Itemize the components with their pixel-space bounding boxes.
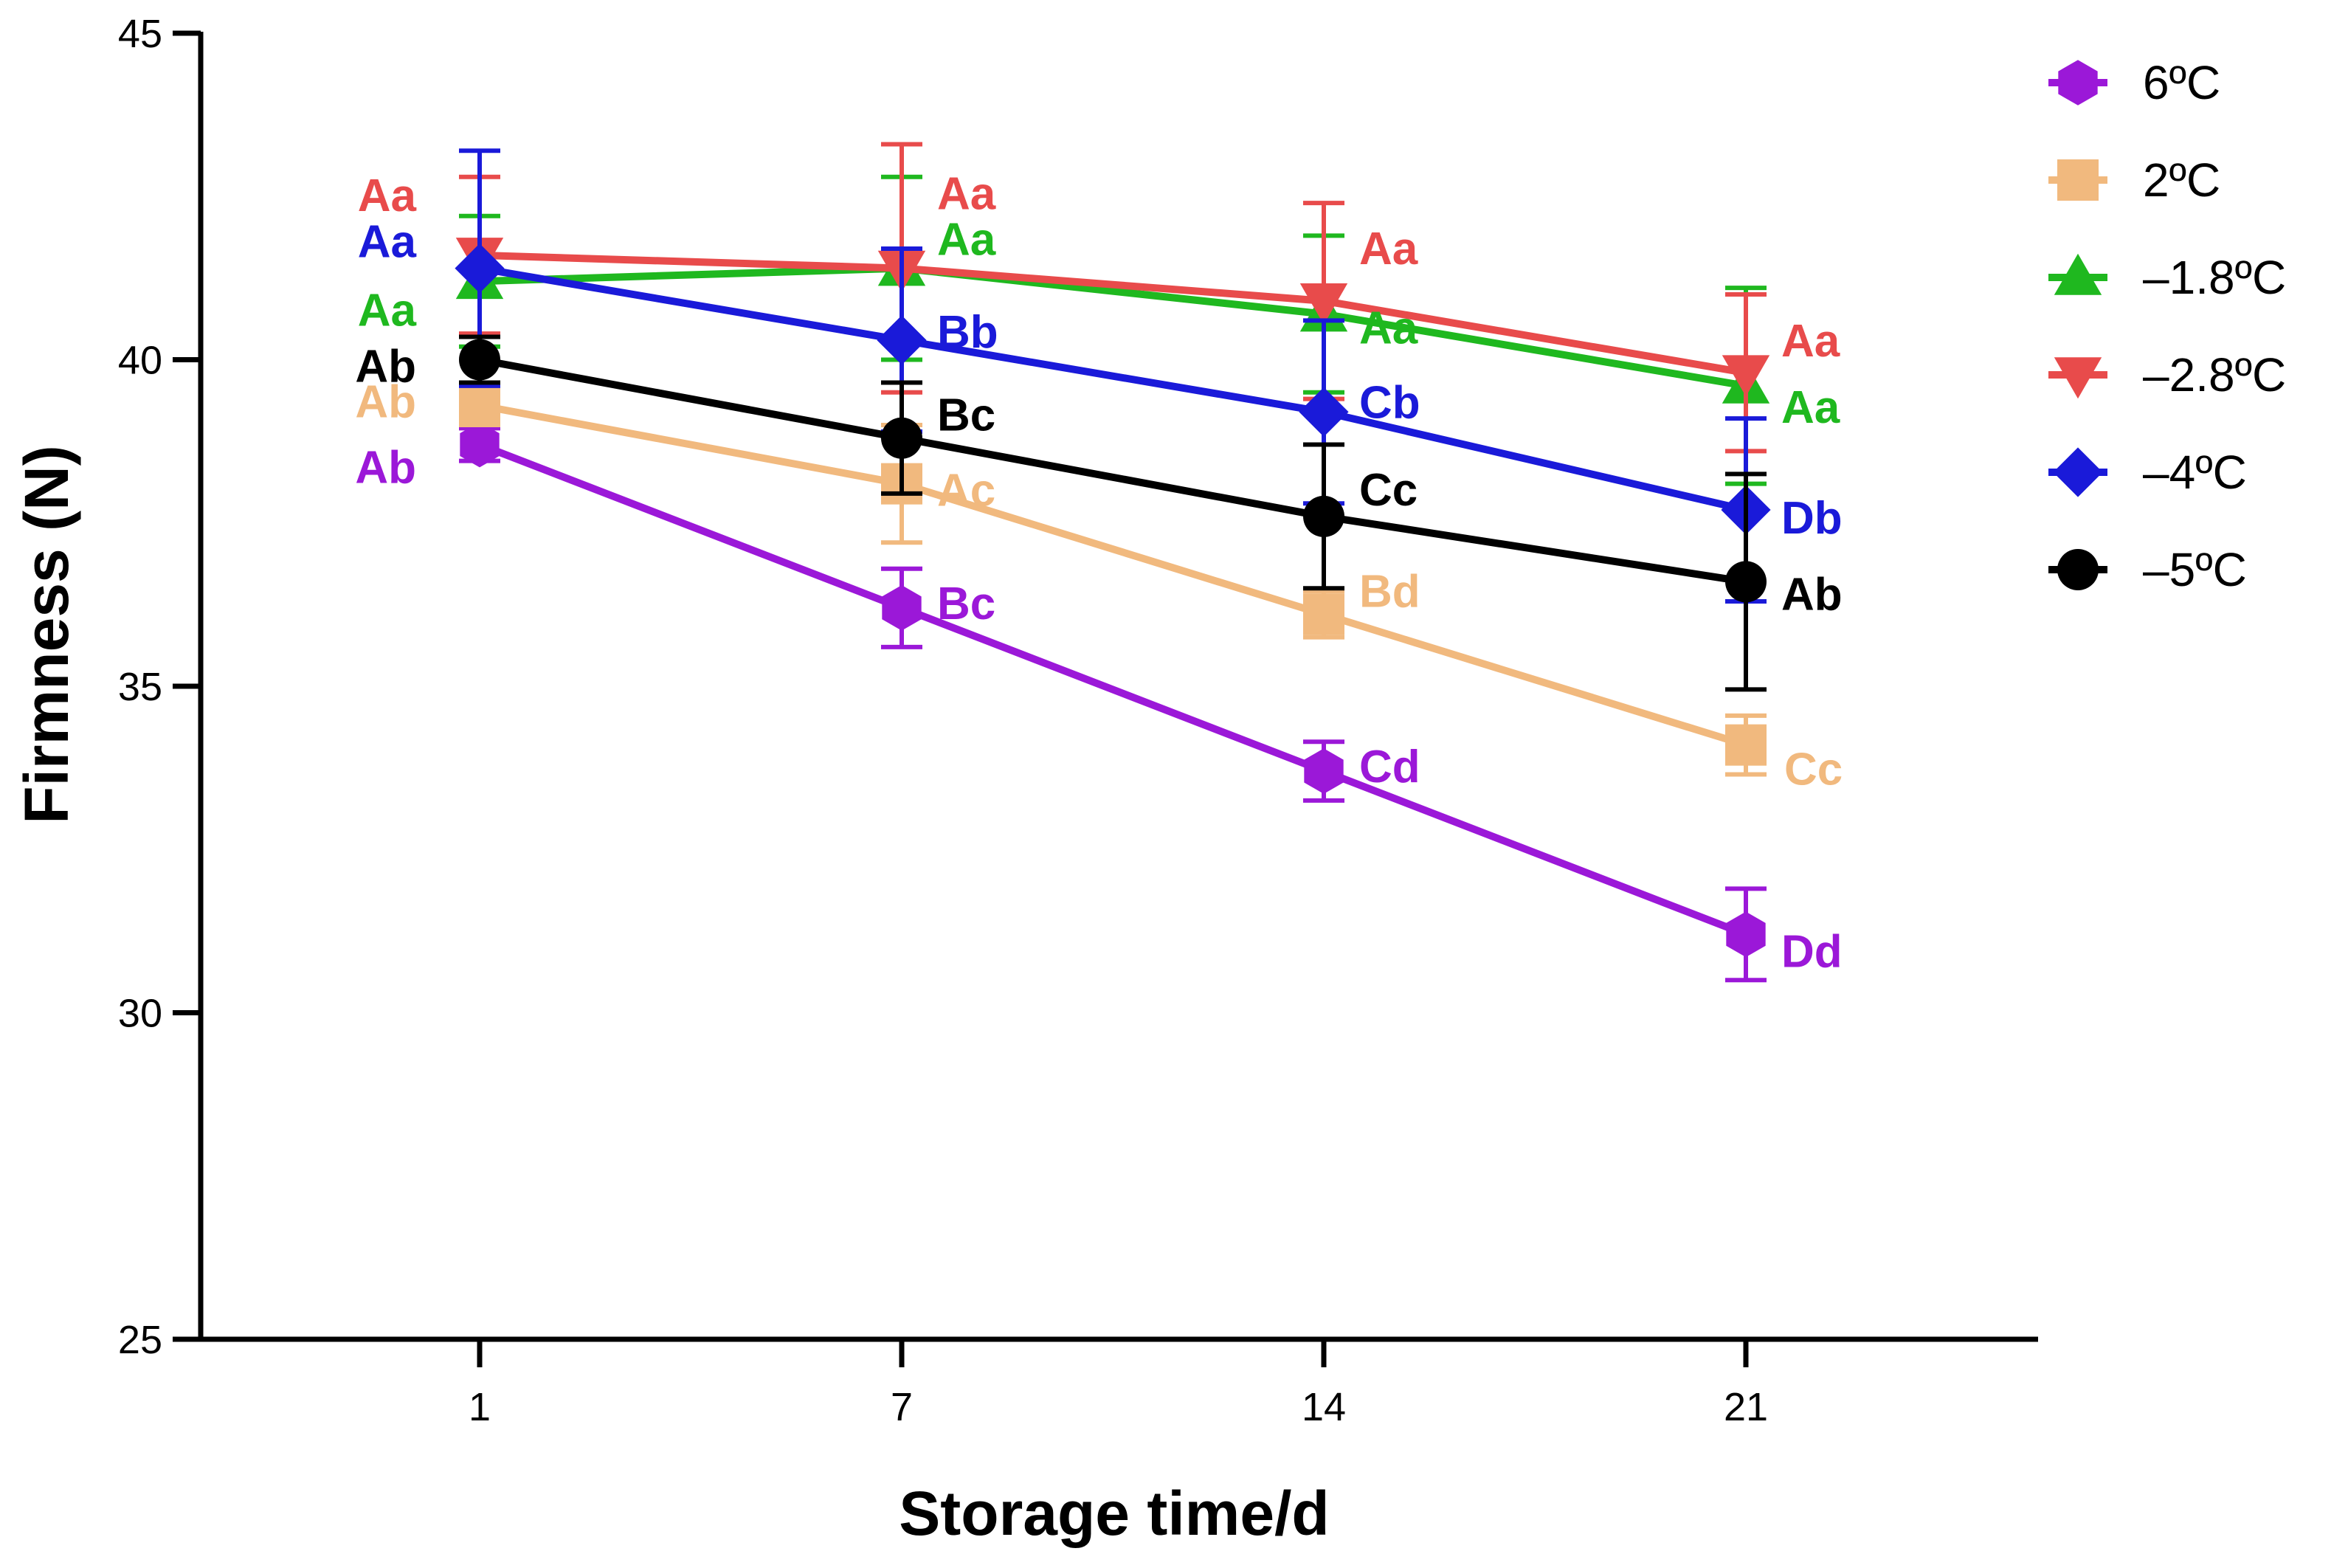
data-point	[1725, 561, 1767, 603]
point-label: Aa	[1359, 224, 1418, 274]
point-label: Ab	[355, 376, 416, 427]
point-label: Cb	[1359, 377, 1420, 428]
data-point	[881, 417, 922, 459]
legend-marker	[2054, 357, 2102, 399]
series-line	[479, 264, 1747, 514]
y-tick-label: 45	[118, 12, 162, 56]
x-axis-title: Storage time/d	[899, 1479, 1329, 1548]
point-label: Cc	[1359, 465, 1418, 516]
y-tick-label: 35	[118, 665, 162, 709]
point-label: Aa	[1781, 382, 1840, 433]
point-label: Ac	[937, 466, 995, 517]
series-layer	[455, 142, 1771, 983]
point-label: Ab	[1781, 569, 1843, 620]
point-label: Aa	[358, 170, 417, 221]
data-point	[1304, 748, 1344, 794]
data-point	[459, 384, 500, 426]
data-point	[1726, 911, 1766, 958]
legend-marker	[2057, 159, 2099, 201]
x-tick-label: 1	[469, 1385, 491, 1429]
series-line	[479, 356, 1747, 586]
series-line	[479, 264, 1747, 390]
data-point	[1299, 283, 1348, 325]
axes: 25 30 35 40 45 1 7 14 21	[118, 12, 2038, 1429]
series-0	[459, 421, 1767, 983]
y-tick-label: 30	[118, 992, 162, 1036]
point-label: Ab	[355, 443, 416, 494]
legend-label: –2.8ºC	[2143, 348, 2286, 401]
data-point	[459, 339, 500, 381]
point-label: Bc	[937, 578, 995, 629]
legend-marker	[2057, 549, 2099, 590]
point-label: Cc	[1784, 745, 1843, 795]
series-5	[459, 334, 1767, 692]
point-label: Aa	[358, 217, 417, 268]
series-line	[478, 441, 1747, 938]
data-point	[460, 421, 500, 468]
data-point	[1303, 593, 1344, 635]
legend-item: –5ºC	[2048, 543, 2247, 596]
legend-label: 6ºC	[2143, 56, 2220, 109]
legend-item: 6ºC	[2048, 56, 2220, 109]
series-line	[479, 401, 1747, 749]
legend-label: –4ºC	[2143, 446, 2247, 499]
x-tick-label: 14	[1302, 1385, 1346, 1429]
y-tick-label: 40	[118, 339, 162, 383]
legend-item: –1.8ºC	[2048, 251, 2286, 304]
x-tick-label: 21	[1724, 1385, 1768, 1429]
point-label: Aa	[937, 169, 996, 220]
point-label: Ab	[355, 342, 416, 393]
y-axis-title: Firmness (N)	[12, 445, 81, 823]
data-point	[1722, 355, 1770, 397]
series-line	[479, 251, 1747, 377]
point-label: Dd	[1781, 926, 1843, 977]
data-point	[1725, 724, 1767, 766]
data-point	[1299, 387, 1349, 437]
series-1	[459, 383, 1767, 777]
data-point	[1303, 495, 1344, 537]
series-4	[455, 148, 1771, 604]
point-label: Cd	[1359, 742, 1420, 792]
legend-item: –4ºC	[2048, 446, 2247, 499]
point-label: Aa	[1781, 316, 1840, 367]
point-label: Bd	[1359, 567, 1420, 618]
legend-label: –5ºC	[2143, 543, 2247, 596]
data-point	[882, 585, 922, 631]
legend-marker	[2054, 253, 2102, 295]
point-label: Bc	[937, 390, 995, 441]
data-point	[877, 315, 927, 365]
legend-item: 2ºC	[2048, 153, 2220, 207]
legend: 6ºC 2ºC –1.8ºC –2.8ºC –4ºC –5ºC	[2048, 56, 2286, 596]
data-point	[455, 244, 505, 294]
point-label: Aa	[1359, 303, 1418, 354]
point-label: Aa	[358, 285, 417, 336]
legend-label: 2ºC	[2143, 153, 2220, 207]
legend-label: –1.8ºC	[2143, 251, 2286, 304]
point-label: Bb	[937, 307, 998, 358]
y-tick-label: 25	[118, 1318, 162, 1362]
legend-marker	[2058, 60, 2098, 106]
x-tick-label: 7	[891, 1385, 913, 1429]
legend-item: –2.8ºC	[2048, 348, 2286, 401]
point-label: Db	[1781, 493, 1843, 544]
point-label: Aa	[937, 215, 996, 266]
legend-marker	[2053, 447, 2103, 497]
